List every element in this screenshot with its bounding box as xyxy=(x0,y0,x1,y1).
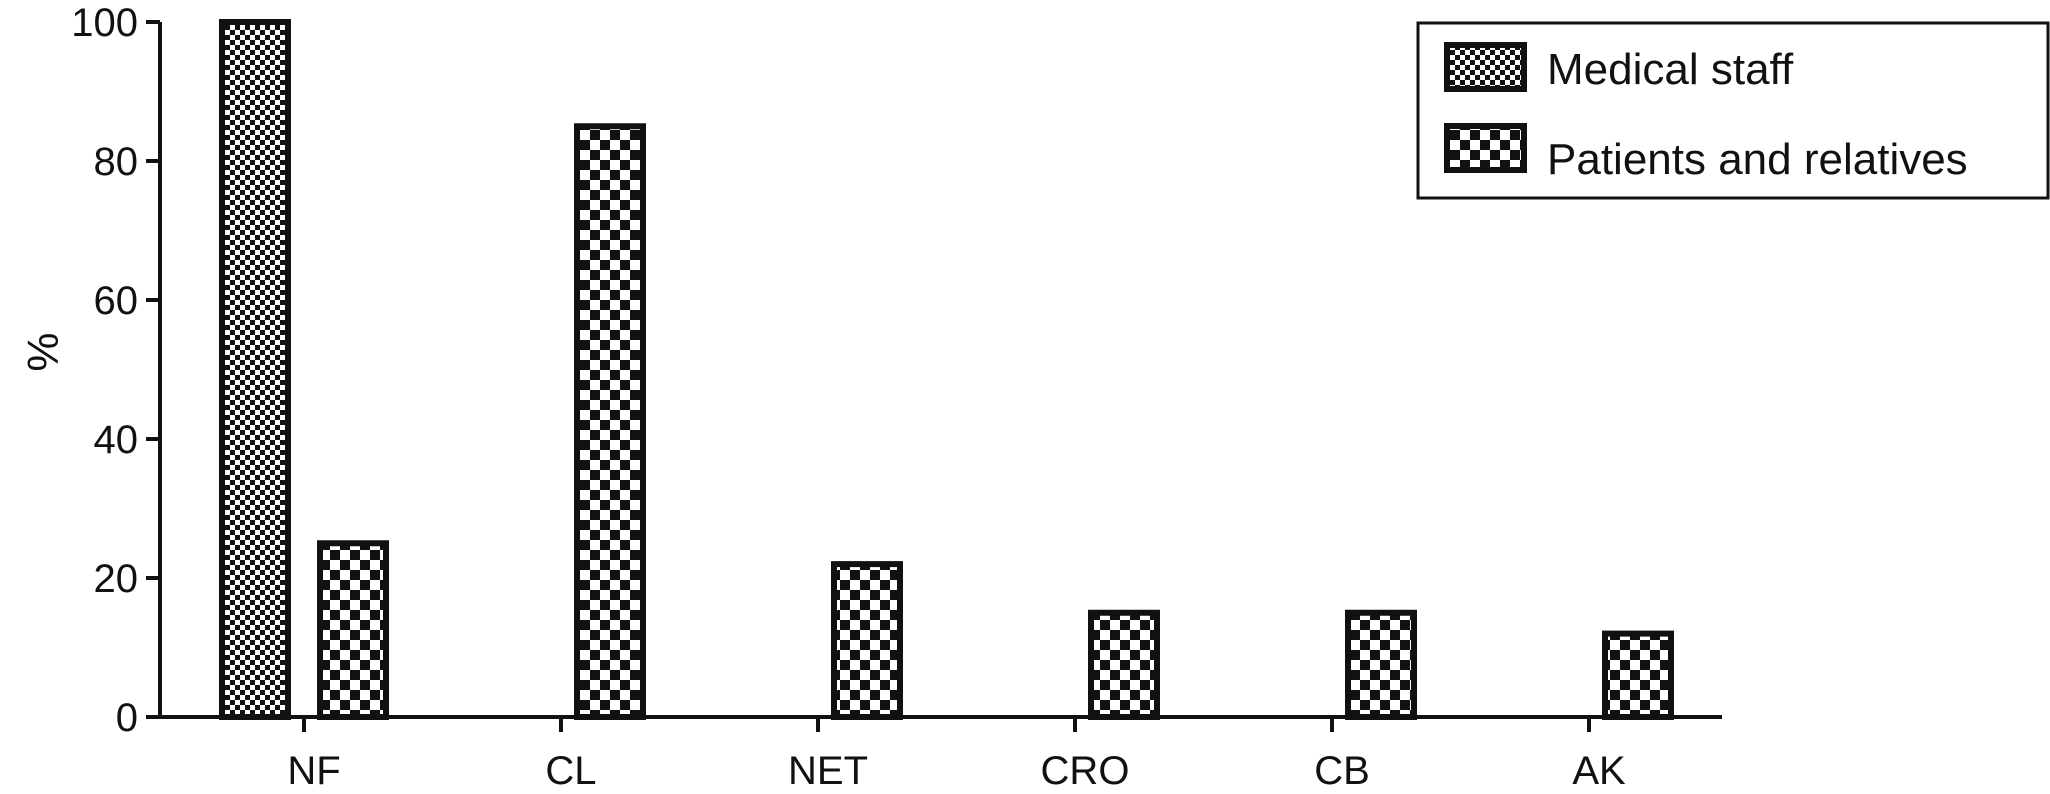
x-tick-label: NET xyxy=(788,749,868,793)
y-axis-title: % xyxy=(18,332,67,371)
x-tick-label: CL xyxy=(545,749,596,793)
x-tick-label: CB xyxy=(1314,749,1370,793)
x-tick-label: NF xyxy=(287,749,340,793)
x-tick-label: CRO xyxy=(1041,749,1130,793)
legend: Medical staff Patients and relatives xyxy=(1416,21,2050,200)
legend-swatch-medical-staff xyxy=(1444,42,1527,92)
bar-medical-staff-nf xyxy=(219,19,291,720)
y-tick-label: 20 xyxy=(94,557,139,601)
bars xyxy=(219,19,1674,720)
y-axis: 0 20 40 60 80 100 xyxy=(71,1,162,740)
y-tick-label: 40 xyxy=(94,418,139,462)
bar-patients-and-relatives-cro xyxy=(1088,609,1160,720)
y-tick-label: 80 xyxy=(94,140,139,184)
legend-swatch-patients-and-relatives xyxy=(1444,123,1527,173)
bar-patients-and-relatives-cb xyxy=(1345,609,1417,720)
legend-label-patients-and-relatives: Patients and relatives xyxy=(1547,135,1968,184)
x-tick-label: AK xyxy=(1572,749,1626,793)
legend-label-medical-staff: Medical staff xyxy=(1547,45,1794,94)
x-axis: NF CL NET CRO CB AK xyxy=(158,715,1722,793)
y-tick-label: 60 xyxy=(94,279,139,323)
bar-patients-and-relatives-nf xyxy=(317,540,389,720)
bar-patients-and-relatives-cl xyxy=(574,123,646,720)
bar-patients-and-relatives-net xyxy=(831,561,903,720)
bar-patients-and-relatives-ak xyxy=(1602,630,1674,720)
y-tick-label: 0 xyxy=(116,696,138,740)
y-tick-label: 100 xyxy=(71,1,138,45)
